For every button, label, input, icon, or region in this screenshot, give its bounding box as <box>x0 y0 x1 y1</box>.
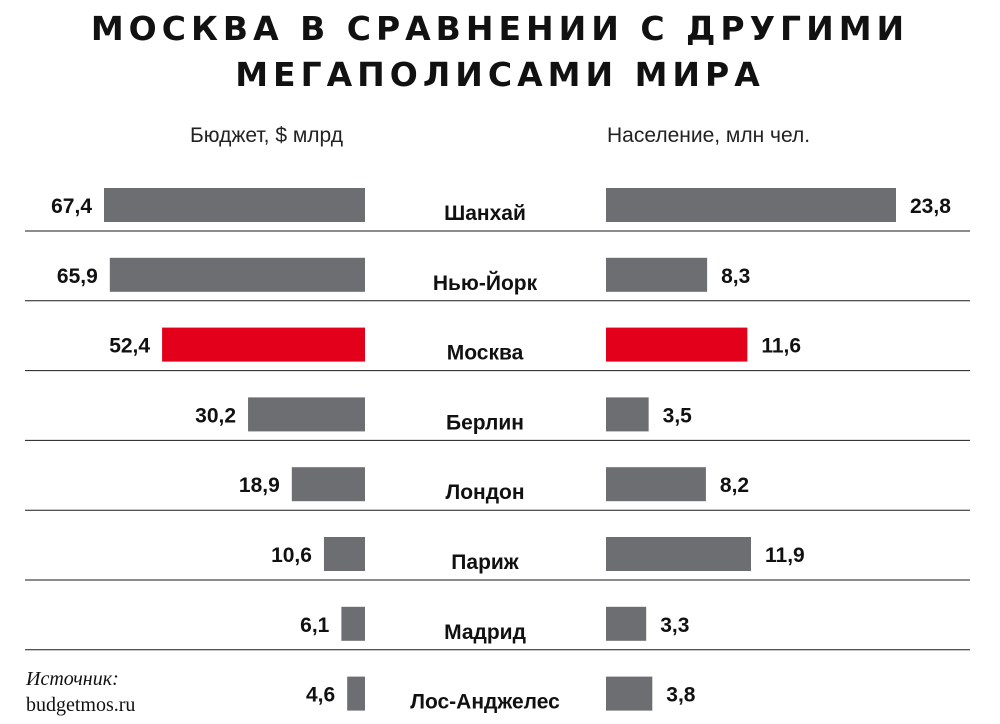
budget-value-label: 4,6 <box>306 684 335 707</box>
population-bar <box>606 327 748 362</box>
budget-value-label: 10,6 <box>271 544 312 567</box>
city-label: Москва <box>447 342 524 365</box>
budget-value-label: 67,4 <box>51 195 92 218</box>
population-value-label: 11,9 <box>765 544 805 567</box>
population-bar <box>606 257 708 292</box>
population-value-label: 23,8 <box>910 195 951 218</box>
population-value-label: 8,3 <box>721 265 750 288</box>
budget-bar <box>347 676 365 711</box>
city-label: Лондон <box>445 481 524 504</box>
city-label: Берлин <box>446 411 524 434</box>
source-note: Источник: budgetmos.ru <box>26 666 135 718</box>
budget-bar <box>341 606 365 641</box>
budget-value-label: 30,2 <box>195 404 236 427</box>
population-bar <box>606 537 751 571</box>
budget-bar <box>109 257 365 292</box>
budget-bar <box>162 327 365 362</box>
city-label: Шанхай <box>444 202 526 225</box>
title-line-1: МОСКВА В СРАВНЕНИИ С ДРУГИМИ <box>90 9 910 48</box>
population-value-label: 3,5 <box>663 404 693 427</box>
city-label: Лос-Анджелес <box>410 691 560 714</box>
city-label: Париж <box>451 551 520 574</box>
source-label: Источник: <box>26 668 119 690</box>
population-value-label: 8,2 <box>720 474 749 497</box>
budget-bar <box>104 188 365 222</box>
population-value-label: 3,8 <box>666 684 696 707</box>
population-value-label: 3,3 <box>660 614 689 637</box>
budget-value-label: 18,9 <box>239 474 280 497</box>
budget-value-label: 6,1 <box>300 614 330 637</box>
population-bar <box>606 397 649 432</box>
budget-bar <box>291 467 365 502</box>
city-label: Мадрид <box>444 621 526 644</box>
budget-value-label: 65,9 <box>57 265 98 288</box>
chart-title: МОСКВА В СРАВНЕНИИ С ДРУГИМИ МЕГАПОЛИСАМ… <box>0 6 1000 98</box>
budget-bar <box>323 537 365 571</box>
population-value-label: 11,6 <box>761 335 801 358</box>
budget-axis-label: Бюджет, $ млрд <box>190 124 343 147</box>
budget-value-label: 52,4 <box>109 335 150 358</box>
source-url: budgetmos.ru <box>26 694 136 716</box>
title-line-2: МЕГАПОЛИСАМИ МИРА <box>235 55 765 94</box>
population-axis-label: Население, млн чел. <box>607 124 811 147</box>
population-bar <box>606 676 653 711</box>
population-bar <box>606 467 706 502</box>
city-label: Нью-Йорк <box>433 271 538 295</box>
population-bar <box>606 606 647 641</box>
population-bar <box>606 188 896 222</box>
budget-bar <box>248 397 365 432</box>
